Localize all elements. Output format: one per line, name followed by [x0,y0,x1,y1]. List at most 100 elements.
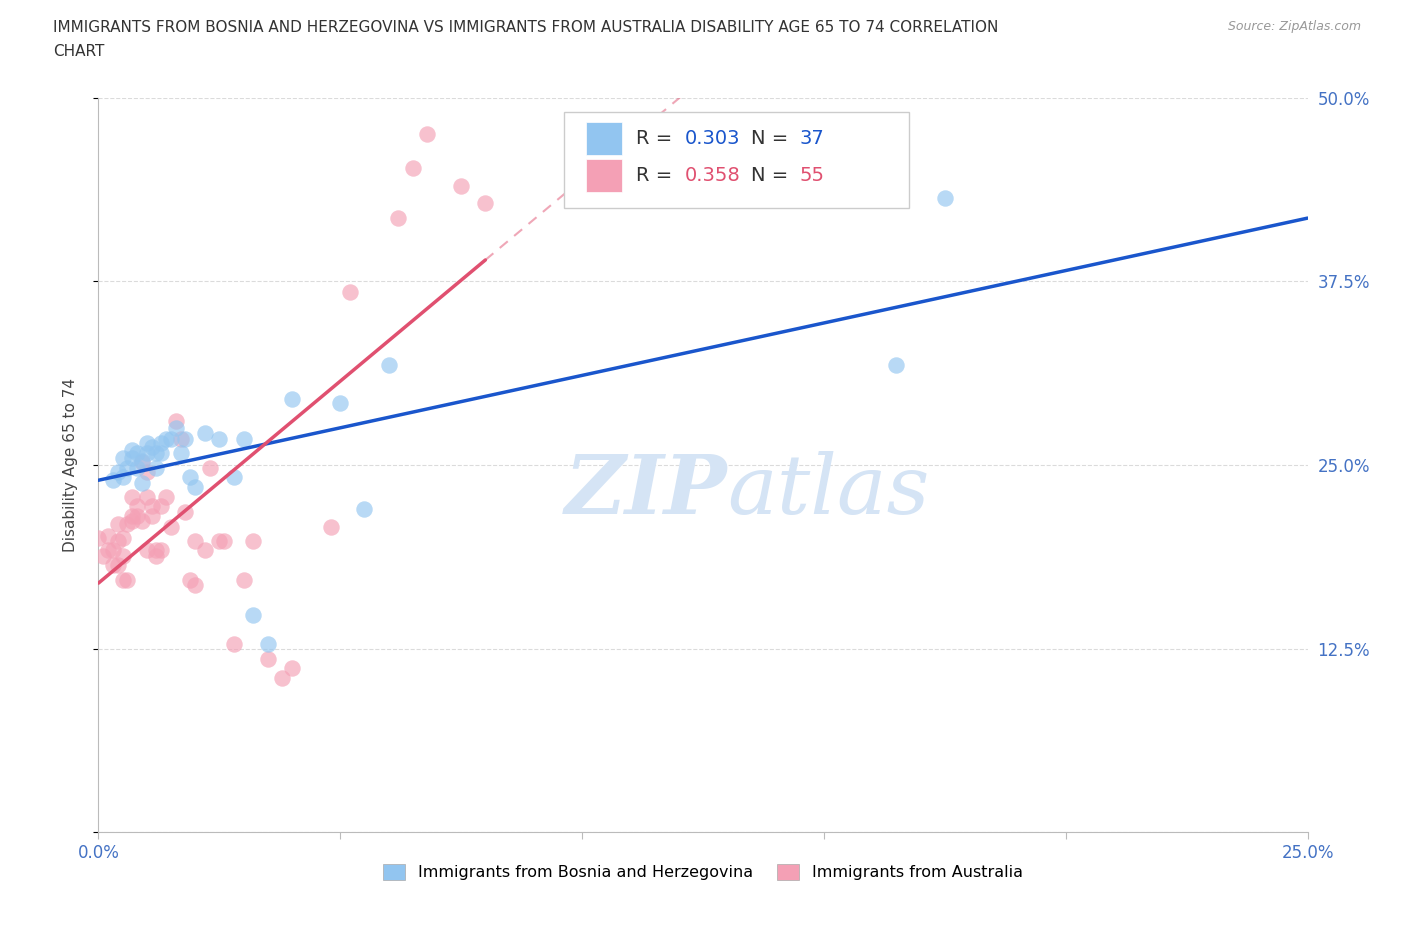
Point [150,445,173,460]
Point [107,465,129,480]
Text: atlas: atlas [727,451,929,531]
Point [353,501,375,516]
Point [474,196,496,211]
Point [256,637,278,652]
Point [135,435,157,450]
Text: N =: N = [751,166,794,185]
Point [169,432,191,446]
Point [111,531,134,546]
Point [194,543,217,558]
Point [121,443,143,458]
Point [145,543,167,558]
Point [101,557,124,572]
Point [934,190,956,205]
Point [281,392,304,406]
Point [377,358,399,373]
Point [160,519,183,534]
FancyBboxPatch shape [586,122,621,155]
Point [111,549,134,564]
Point [127,509,149,524]
Point [208,432,231,446]
Point [135,543,157,558]
Point [174,432,197,446]
Point [135,490,157,505]
Text: R =: R = [637,166,679,185]
Point [127,460,149,475]
Point [179,470,201,485]
Point [135,445,157,460]
Text: IMMIGRANTS FROM BOSNIA AND HERZEGOVINA VS IMMIGRANTS FROM AUSTRALIA DISABILITY A: IMMIGRANTS FROM BOSNIA AND HERZEGOVINA V… [53,20,998,35]
Point [281,660,304,675]
Point [271,671,294,685]
Point [141,498,163,513]
Point [111,572,134,587]
Text: R =: R = [637,129,679,148]
Point [319,519,342,534]
Text: Source: ZipAtlas.com: Source: ZipAtlas.com [1227,20,1361,33]
Point [101,472,124,487]
Point [212,534,235,549]
Point [141,509,163,524]
Point [131,475,153,490]
Point [87,531,110,546]
Point [242,607,264,622]
Point [131,455,153,470]
Point [101,543,124,558]
Point [145,445,167,460]
Point [194,425,217,440]
FancyBboxPatch shape [564,113,908,208]
Point [107,534,129,549]
Point [150,498,173,513]
Point [107,557,129,572]
Point [141,440,163,455]
Y-axis label: Disability Age 65 to 74: Disability Age 65 to 74 [63,378,77,552]
Point [121,509,143,524]
Point [117,572,139,587]
Point [91,549,114,564]
Point [107,516,129,531]
Point [208,534,231,549]
Point [198,460,221,475]
FancyBboxPatch shape [586,159,621,193]
Point [155,490,177,505]
Text: 0.358: 0.358 [685,166,741,185]
Point [232,432,254,446]
Point [184,534,207,549]
Point [145,549,167,564]
Point [121,450,143,465]
Point [339,285,361,299]
Text: CHART: CHART [53,44,105,59]
Point [150,435,173,450]
Point [174,505,197,520]
Point [111,450,134,465]
Text: ZIP: ZIP [565,451,727,531]
Point [886,358,908,373]
Point [127,498,149,513]
Point [131,453,153,468]
Legend: Immigrants from Bosnia and Herzegovina, Immigrants from Australia: Immigrants from Bosnia and Herzegovina, … [377,858,1029,887]
Point [160,432,183,446]
Point [222,470,245,485]
Point [184,578,207,593]
Point [131,513,153,528]
Point [150,543,173,558]
Point [416,127,439,142]
Point [256,652,278,667]
Point [111,470,134,485]
Point [402,161,425,176]
Point [97,543,120,558]
Text: 0.303: 0.303 [685,129,741,148]
Point [165,414,187,429]
Point [117,516,139,531]
Point [121,490,143,505]
Point [127,445,149,460]
Text: 55: 55 [800,166,825,185]
Point [450,179,472,193]
Text: N =: N = [751,129,794,148]
Point [232,572,254,587]
Point [169,445,191,460]
Point [97,528,120,543]
Point [165,420,187,435]
Point [179,572,201,587]
Point [329,396,352,411]
